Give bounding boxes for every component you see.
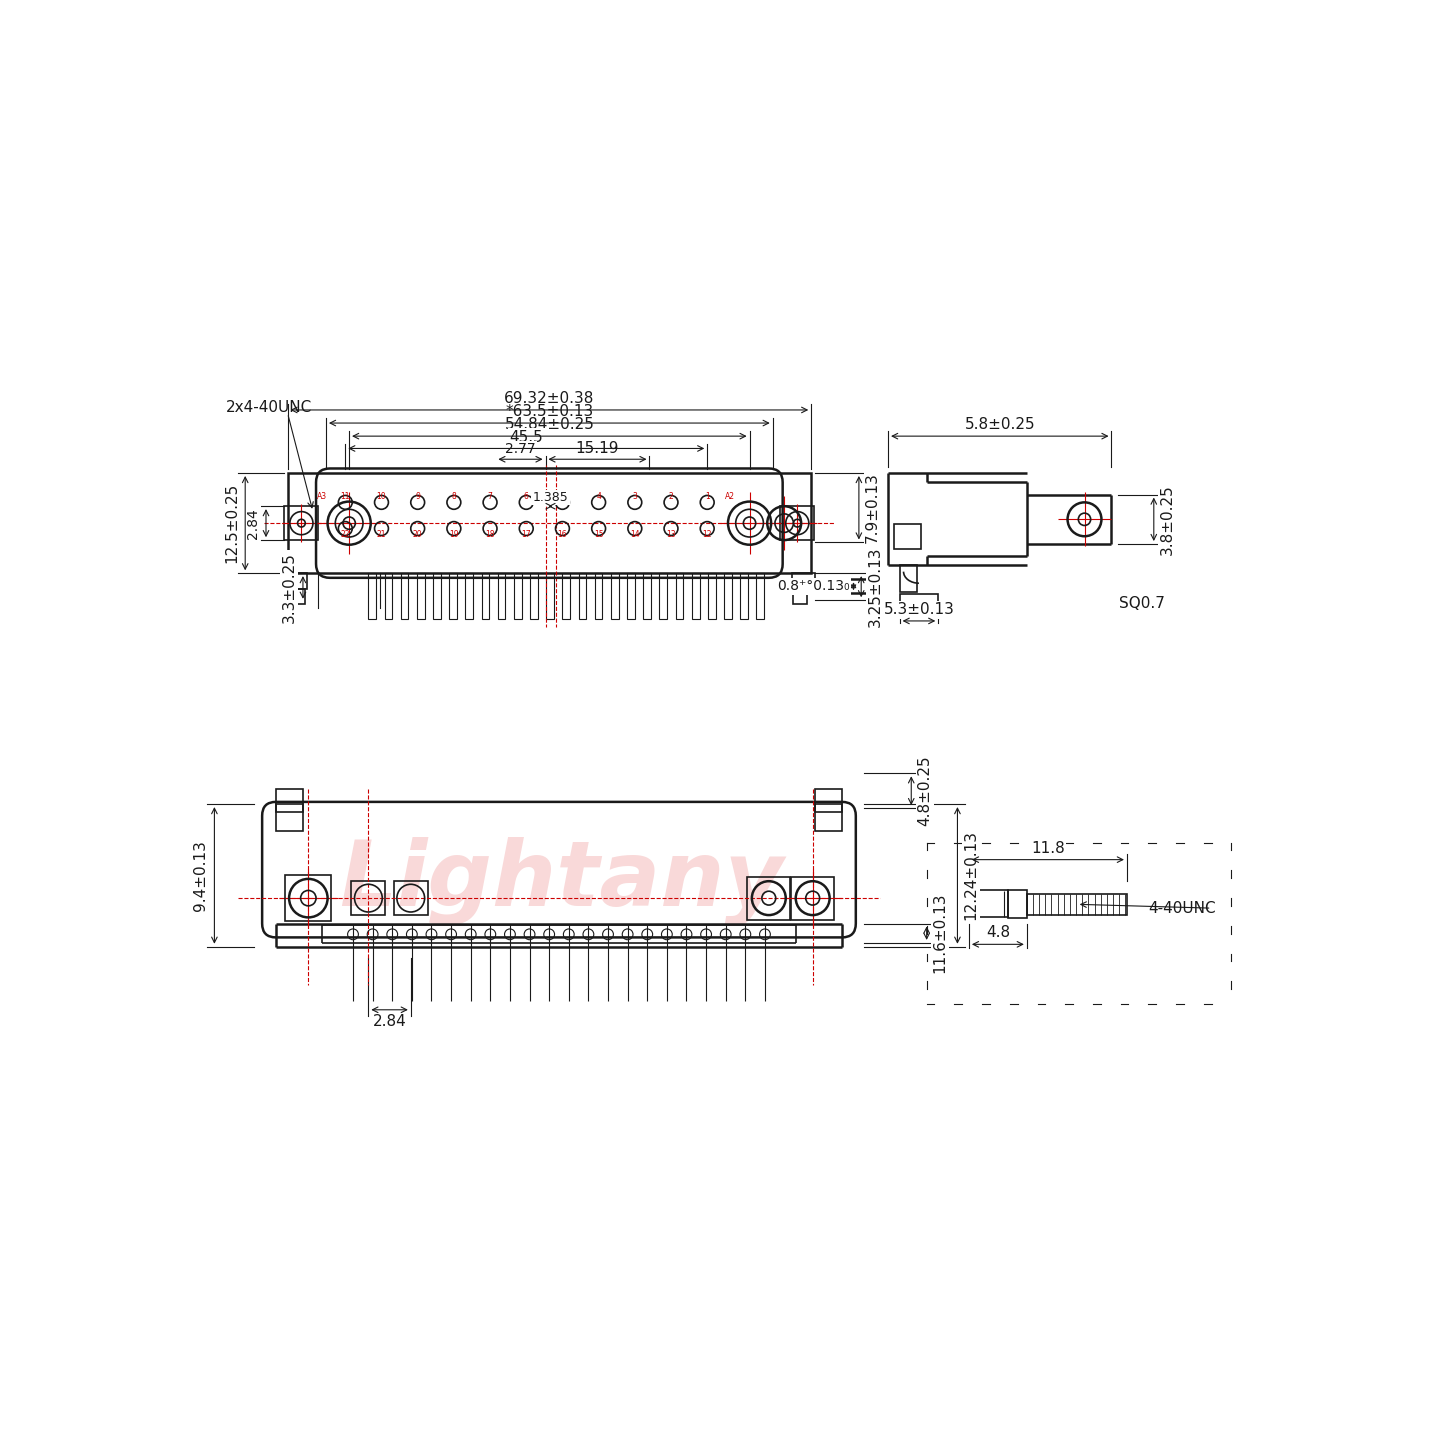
Bar (660, 573, 667, 619)
Bar (644, 573, 651, 619)
Text: 11: 11 (340, 491, 350, 501)
Text: A2: A2 (726, 491, 736, 501)
Bar (481, 573, 490, 619)
Bar (780, 507, 814, 540)
Text: 5: 5 (560, 491, 564, 501)
Text: 3.25±0.13: 3.25±0.13 (867, 546, 883, 626)
Bar (563, 573, 570, 619)
Text: 12.24±0.13: 12.24±0.13 (963, 831, 979, 920)
Bar (284, 573, 307, 589)
Bar (675, 573, 684, 619)
Text: 9.4±0.13: 9.4±0.13 (193, 840, 209, 912)
Bar (1008, 890, 1027, 919)
Text: 4: 4 (596, 491, 600, 501)
Text: 7: 7 (488, 491, 492, 501)
Bar (418, 573, 425, 619)
Text: 8: 8 (452, 491, 456, 501)
Text: 1: 1 (704, 491, 710, 501)
Bar (400, 573, 409, 619)
Bar (747, 877, 791, 920)
Text: 7.9±0.13: 7.9±0.13 (865, 472, 880, 543)
Text: 54.84±0.25: 54.84±0.25 (504, 418, 595, 432)
Bar (740, 573, 747, 619)
Text: 69.32±0.38: 69.32±0.38 (504, 392, 595, 406)
Text: 18: 18 (485, 530, 495, 540)
Text: 3.8±0.25: 3.8±0.25 (1161, 484, 1175, 554)
Text: 20: 20 (413, 530, 422, 540)
Text: 21: 21 (377, 530, 386, 540)
Text: 2.84: 2.84 (246, 508, 259, 539)
Text: 15: 15 (593, 530, 603, 540)
Bar (276, 789, 302, 812)
Text: 2x4-40UNC: 2x4-40UNC (226, 400, 312, 415)
Bar (1027, 893, 1128, 914)
Text: 15.19: 15.19 (576, 441, 619, 456)
Bar (514, 573, 521, 619)
Text: 9: 9 (415, 491, 420, 501)
Text: 5.3±0.13: 5.3±0.13 (884, 602, 955, 618)
Bar (530, 573, 537, 619)
Text: 11.6±0.13: 11.6±0.13 (933, 893, 948, 973)
Text: 19: 19 (449, 530, 459, 540)
Bar (900, 566, 917, 592)
Bar (369, 573, 376, 619)
Text: 14: 14 (631, 530, 639, 540)
Bar (291, 589, 305, 603)
Text: 2: 2 (668, 491, 674, 501)
Text: 1.385: 1.385 (533, 491, 569, 504)
Text: 22: 22 (340, 530, 350, 540)
Text: 13: 13 (667, 530, 675, 540)
Text: SQ0.7: SQ0.7 (1119, 596, 1165, 611)
Text: 0.8⁺°0.13₀: 0.8⁺°0.13₀ (778, 579, 850, 593)
Text: 10: 10 (377, 491, 386, 501)
Bar (595, 573, 602, 619)
Bar (900, 593, 939, 608)
Text: Lightany: Lightany (338, 837, 783, 926)
Bar (815, 789, 842, 812)
Bar (276, 804, 302, 831)
Text: 16: 16 (557, 530, 567, 540)
Text: 2.77: 2.77 (505, 442, 536, 456)
Bar (579, 573, 586, 619)
Bar (393, 881, 428, 914)
Text: 45.5: 45.5 (510, 429, 543, 445)
Bar (691, 573, 700, 619)
Bar (498, 573, 505, 619)
Text: 11.8: 11.8 (1031, 841, 1064, 855)
Bar (351, 881, 386, 914)
Bar (793, 589, 808, 603)
Bar (969, 890, 1008, 917)
Bar (792, 573, 815, 589)
Text: 4-40UNC: 4-40UNC (1148, 900, 1215, 916)
Bar (285, 507, 318, 540)
Text: 12: 12 (703, 530, 711, 540)
Text: 3.3±0.25: 3.3±0.25 (282, 552, 297, 624)
Bar (628, 573, 635, 619)
Bar (724, 573, 732, 619)
Bar (611, 573, 619, 619)
Bar (708, 573, 716, 619)
Bar (546, 573, 554, 619)
Bar (894, 524, 922, 549)
Bar (815, 804, 842, 831)
Bar (288, 474, 811, 573)
Text: 3: 3 (632, 491, 638, 501)
Bar (433, 573, 441, 619)
Text: 17: 17 (521, 530, 531, 540)
Bar (449, 573, 456, 619)
Text: *63.5±0.13: *63.5±0.13 (505, 405, 593, 419)
Text: A3: A3 (317, 491, 327, 501)
Bar (384, 573, 392, 619)
Text: 5.8±0.25: 5.8±0.25 (965, 418, 1035, 432)
Bar (791, 877, 834, 920)
Text: 6: 6 (524, 491, 528, 501)
Bar (465, 573, 474, 619)
Bar (756, 573, 765, 619)
Text: 12.5±0.25: 12.5±0.25 (225, 482, 239, 563)
Text: 4.8: 4.8 (986, 926, 1009, 940)
Text: 2.84: 2.84 (373, 1014, 406, 1028)
Text: 4.8±0.25: 4.8±0.25 (917, 756, 933, 827)
Bar (285, 876, 331, 922)
